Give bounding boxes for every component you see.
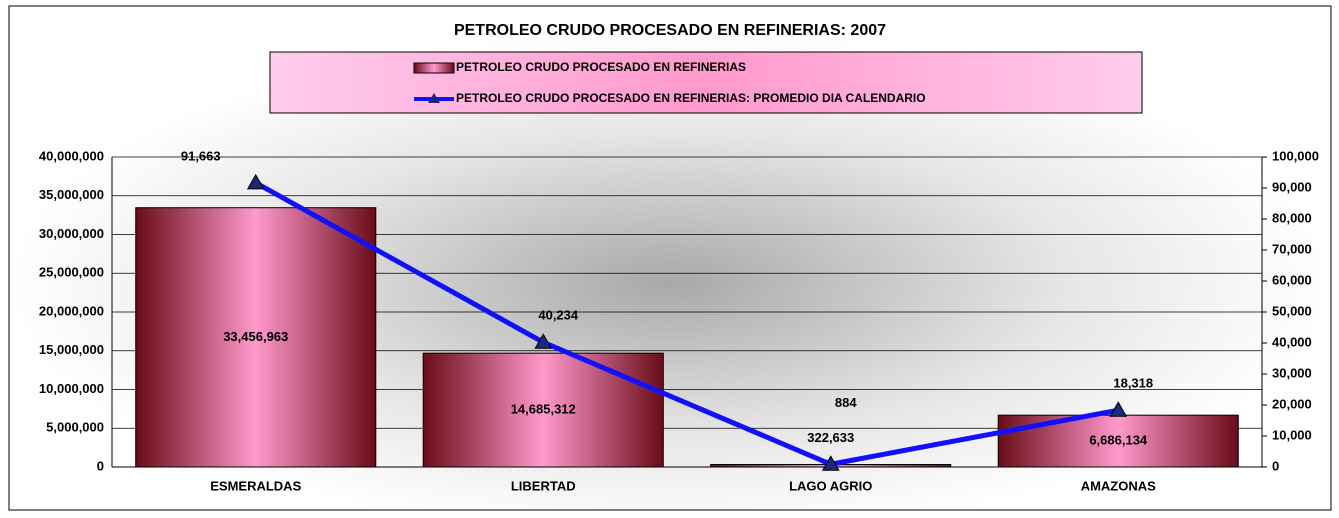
line-value-label: 91,663 <box>181 148 221 163</box>
legend-label: PETROLEO CRUDO PROCESADO EN REFINERIAS <box>456 60 746 74</box>
line-value-label: 18,318 <box>1113 376 1153 391</box>
bar <box>135 207 377 468</box>
y2-tick-label: 70,000 <box>1272 241 1312 256</box>
line-value-label: 884 <box>835 395 857 410</box>
bar-value-label: 33,456,963 <box>223 329 288 344</box>
y-tick-label: 25,000,000 <box>39 265 104 280</box>
bar-value-label: 6,686,134 <box>1089 433 1148 448</box>
y2-tick-label: 50,000 <box>1272 303 1312 318</box>
line-marker <box>1109 401 1128 417</box>
line <box>254 180 1119 467</box>
legend-marker <box>428 93 440 103</box>
y2-tick-label: 100,000 <box>1272 148 1319 163</box>
legend-box <box>269 51 1143 114</box>
x-tick-label: AMAZONAS <box>1081 478 1156 493</box>
y-tick-label: 35,000,000 <box>39 187 104 202</box>
y-tick-label: 10,000,000 <box>39 381 104 396</box>
y-tick-label: 5,000,000 <box>46 420 104 435</box>
y2-tick-label: 30,000 <box>1272 365 1312 380</box>
y-tick-label: 40,000,000 <box>39 148 104 163</box>
y2-tick-label: 20,000 <box>1272 396 1312 411</box>
y-tick-label: 20,000,000 <box>39 303 104 318</box>
y-tick-label: 30,000,000 <box>39 226 104 241</box>
bar-value-label: 322,633 <box>807 430 854 445</box>
legend-swatch <box>413 62 455 74</box>
bar-value-label: 14,685,312 <box>511 402 576 417</box>
y2-tick-label: 90,000 <box>1272 179 1312 194</box>
bar <box>422 352 664 468</box>
y2-tick-label: 10,000 <box>1272 427 1312 442</box>
x-tick-label: LIBERTAD <box>511 478 576 493</box>
line-marker <box>821 455 840 471</box>
line-marker <box>534 333 553 349</box>
y-tick-label: 15,000,000 <box>39 342 104 357</box>
x-tick-label: LAGO AGRIO <box>789 478 872 493</box>
x-tick-label: ESMERALDAS <box>210 478 301 493</box>
y2-tick-label: 0 <box>1272 458 1279 473</box>
legend-label: PETROLEO CRUDO PROCESADO EN REFINERIAS: … <box>456 91 926 105</box>
line-value-label: 40,234 <box>538 308 579 323</box>
y2-tick-label: 80,000 <box>1272 210 1312 225</box>
y2-tick-label: 60,000 <box>1272 272 1312 287</box>
chart-title: PETROLEO CRUDO PROCESADO EN REFINERIAS: … <box>454 22 886 39</box>
line-marker <box>246 173 265 190</box>
y-tick-label: 0 <box>97 458 104 473</box>
y2-tick-label: 40,000 <box>1272 334 1312 349</box>
